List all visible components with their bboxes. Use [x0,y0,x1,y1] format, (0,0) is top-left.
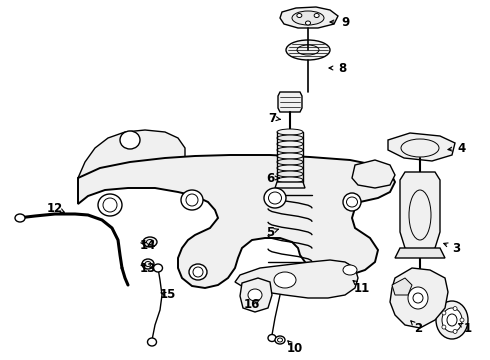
Ellipse shape [277,135,303,141]
Ellipse shape [442,311,446,315]
Ellipse shape [275,336,285,344]
Ellipse shape [408,287,428,309]
Polygon shape [240,278,272,312]
Ellipse shape [142,259,154,269]
Polygon shape [78,130,185,178]
Polygon shape [278,92,302,112]
Polygon shape [235,260,358,298]
Ellipse shape [98,194,122,216]
Ellipse shape [274,272,296,288]
Ellipse shape [277,171,303,177]
Ellipse shape [333,266,347,278]
Ellipse shape [286,40,330,60]
Ellipse shape [314,14,319,18]
Ellipse shape [248,289,262,301]
Text: 15: 15 [160,288,176,302]
Text: 7: 7 [268,112,276,125]
Polygon shape [280,7,338,28]
Polygon shape [390,268,448,328]
Ellipse shape [277,159,303,165]
Text: 13: 13 [140,261,156,274]
Text: 5: 5 [266,225,274,239]
Text: 9: 9 [341,15,349,28]
Ellipse shape [453,307,457,311]
Text: 11: 11 [354,282,370,294]
Ellipse shape [305,21,311,25]
Ellipse shape [442,325,446,329]
Polygon shape [392,278,412,295]
Text: 10: 10 [287,342,303,355]
Text: 1: 1 [464,321,472,334]
Ellipse shape [277,147,303,153]
Polygon shape [395,248,445,258]
Ellipse shape [442,308,462,332]
Text: 12: 12 [47,202,63,215]
Ellipse shape [189,264,207,280]
Text: 14: 14 [140,239,156,252]
Ellipse shape [343,193,361,211]
Polygon shape [400,172,440,255]
Ellipse shape [436,301,468,339]
Text: 3: 3 [452,242,460,255]
Ellipse shape [268,334,276,342]
Ellipse shape [297,14,302,18]
Ellipse shape [15,214,25,222]
Text: 2: 2 [414,321,422,334]
Ellipse shape [277,129,303,135]
Ellipse shape [453,329,457,333]
Ellipse shape [143,237,157,247]
Polygon shape [388,133,455,161]
Ellipse shape [292,11,324,25]
Ellipse shape [120,131,140,149]
Text: 8: 8 [338,62,346,75]
Text: 16: 16 [244,298,260,311]
Ellipse shape [264,188,286,208]
Polygon shape [352,160,395,188]
Ellipse shape [277,153,303,159]
Polygon shape [275,182,305,188]
Ellipse shape [277,177,303,183]
Ellipse shape [153,264,163,272]
Ellipse shape [343,265,357,275]
Ellipse shape [327,262,353,282]
Ellipse shape [181,190,203,210]
Text: 6: 6 [266,171,274,185]
Polygon shape [78,155,395,288]
Text: 4: 4 [458,141,466,154]
Ellipse shape [147,338,156,346]
Ellipse shape [277,165,303,171]
Ellipse shape [277,141,303,147]
Ellipse shape [460,318,464,322]
